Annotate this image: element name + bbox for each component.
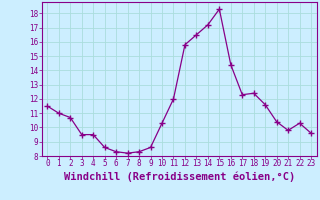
X-axis label: Windchill (Refroidissement éolien,°C): Windchill (Refroidissement éolien,°C) [64, 171, 295, 182]
